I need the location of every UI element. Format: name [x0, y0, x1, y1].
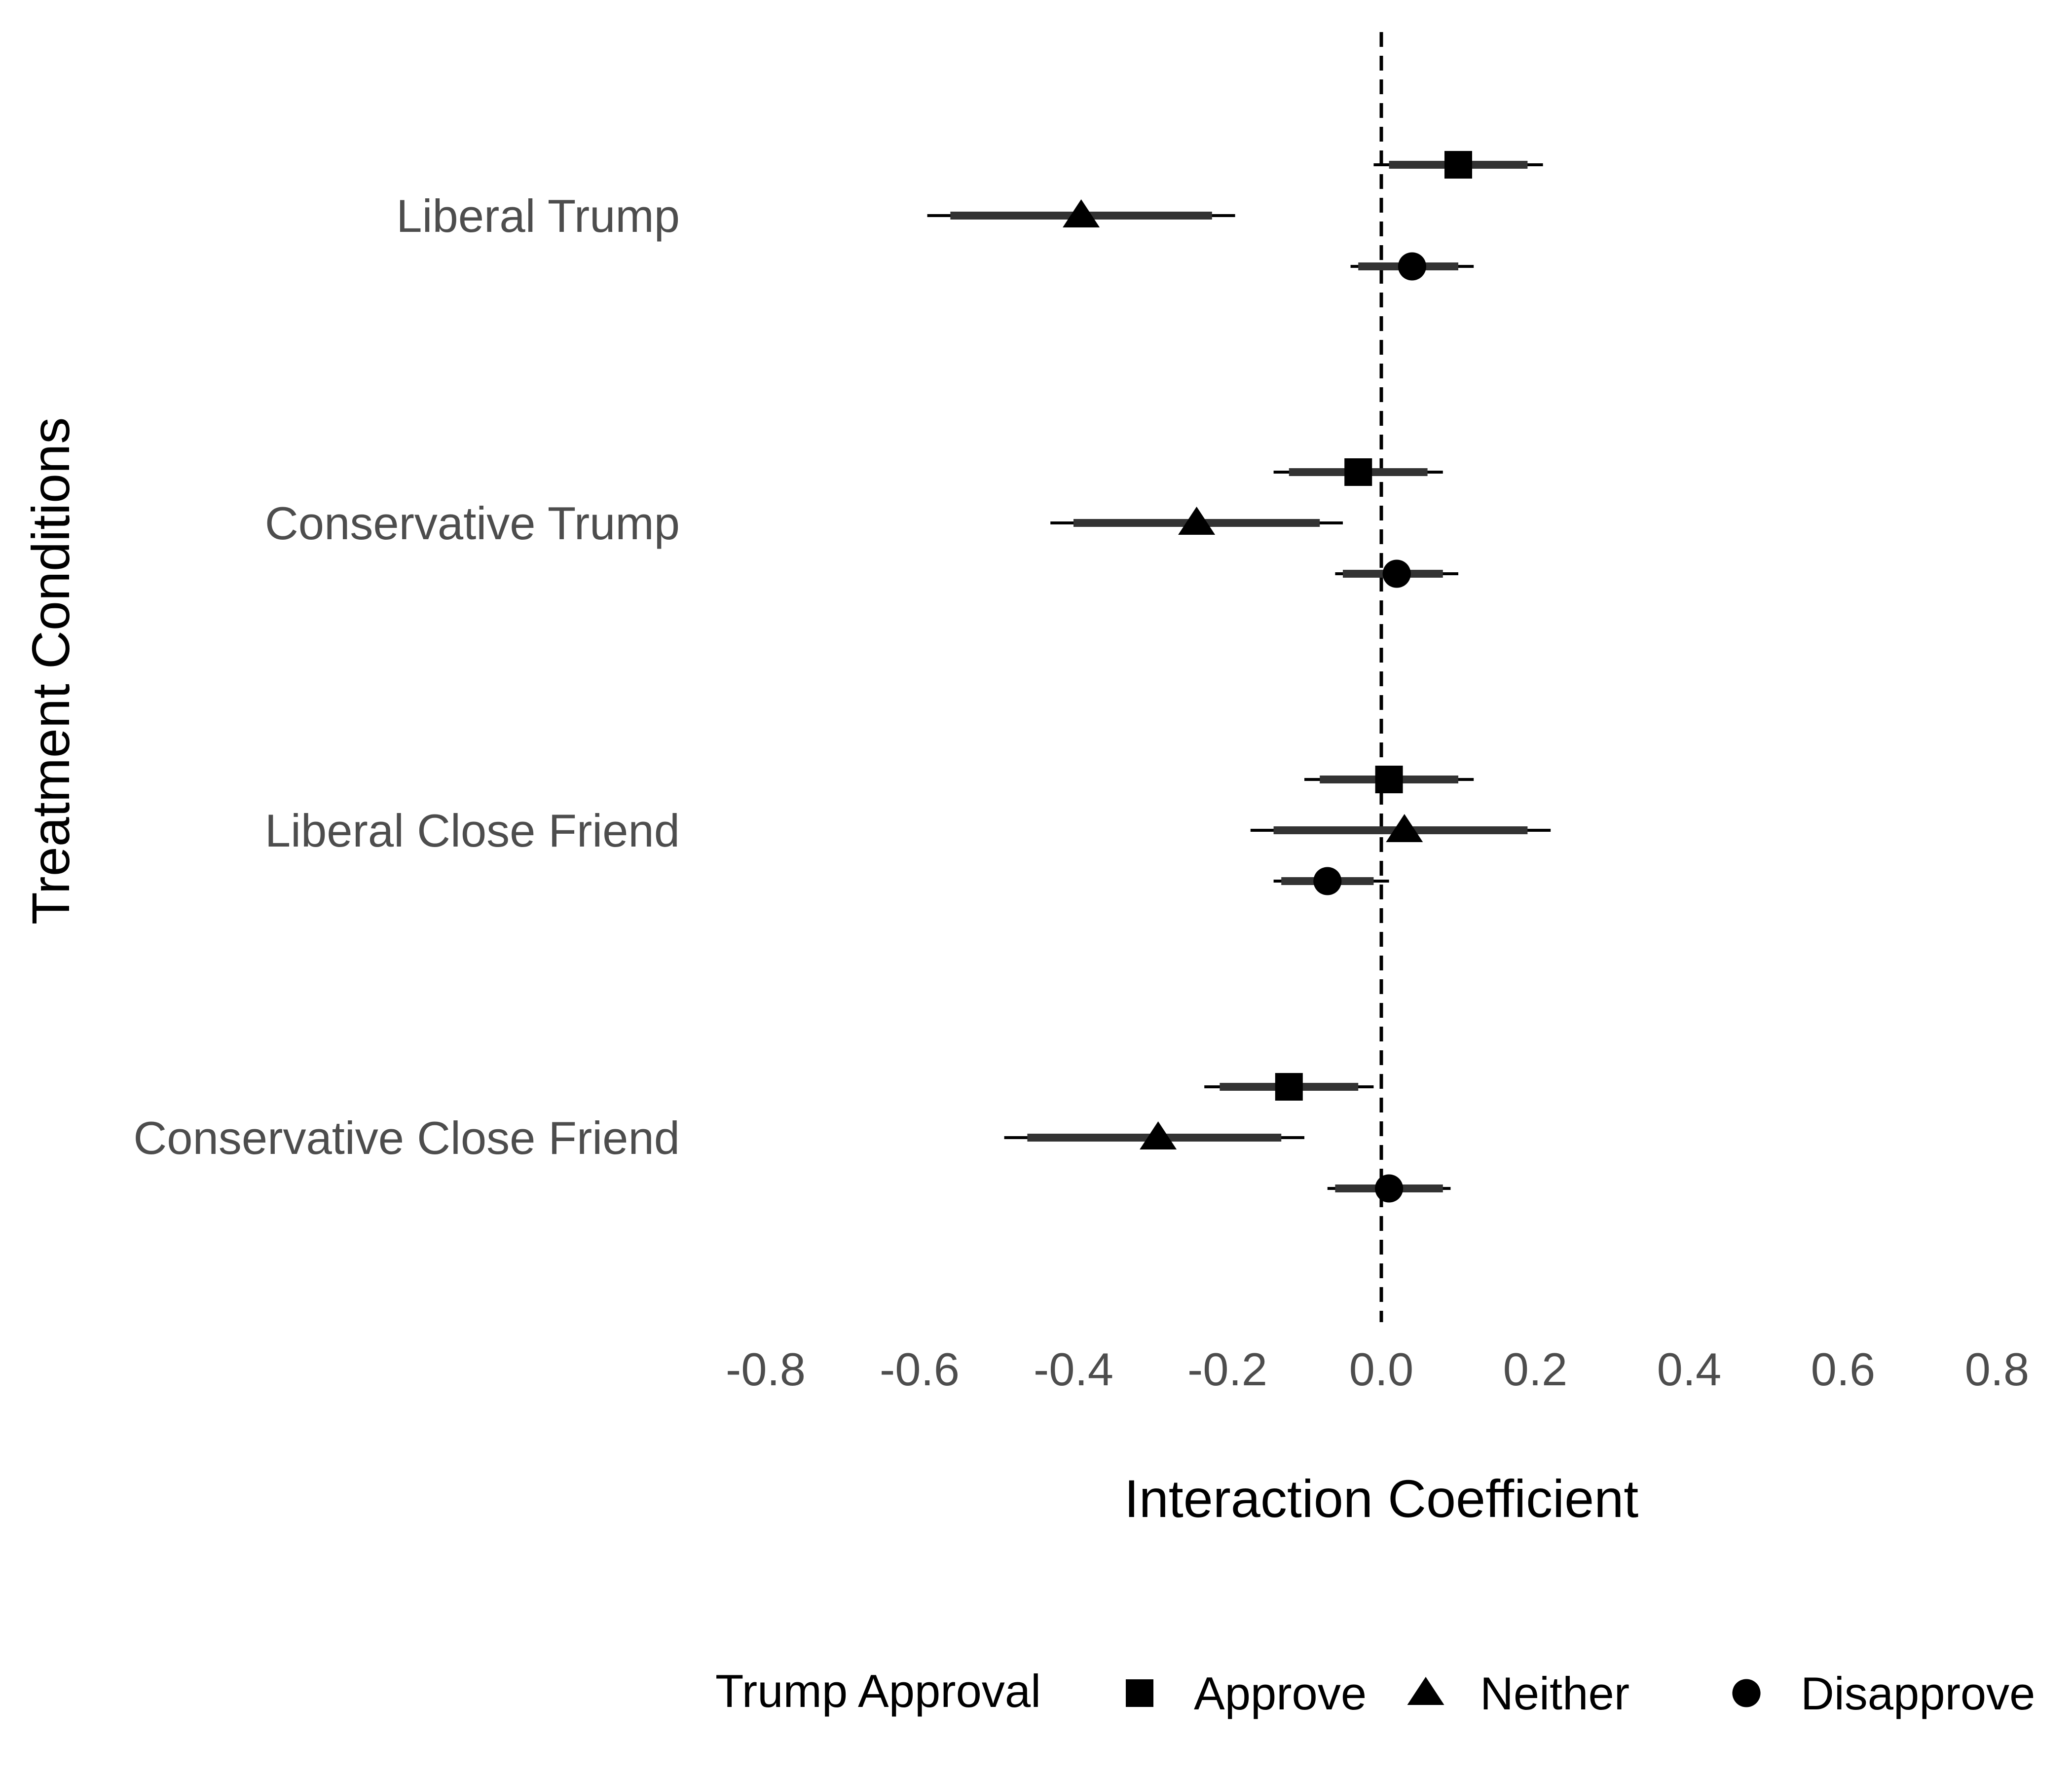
data-marks	[927, 151, 1551, 1203]
x-tick-0-2: -0.2	[1187, 1343, 1267, 1395]
marker-conservative-close-friend-disapprove	[1375, 1174, 1404, 1203]
legend-label-disapprove: Disapprove	[1801, 1667, 2035, 1719]
x-axis-title: Interaction Coefficient	[1124, 1469, 1639, 1528]
x-tick-0-6: 0.6	[1811, 1343, 1876, 1395]
legend-title: Trump Approval	[715, 1665, 1041, 1717]
legend-key-approve	[1126, 1679, 1153, 1707]
legend-entry-disapprove: Disapprove	[1732, 1667, 2035, 1719]
point-group-conservative-trump-disapprove	[1335, 559, 1458, 588]
legend: Trump Approval Approve Neither Disapprove	[715, 1665, 2035, 1719]
x-tick-0-4: 0.4	[1657, 1343, 1722, 1395]
marker-liberal-trump-neither	[1063, 199, 1100, 227]
marker-conservative-trump-neither	[1178, 507, 1216, 535]
point-group-conservative-close-friend-neither	[1004, 1121, 1304, 1149]
y-tick-conservative-close-friend: Conservative Close Friend	[133, 1112, 680, 1164]
x-tick-0-2: 0.2	[1503, 1343, 1568, 1395]
point-group-liberal-close-friend-disapprove	[1273, 867, 1389, 895]
x-tick-0-8: -0.8	[726, 1343, 806, 1395]
y-axis-title: Treatment Conditions	[21, 417, 80, 925]
point-group-conservative-close-friend-approve	[1204, 1073, 1374, 1101]
legend-entry-neither: Neither	[1407, 1667, 1629, 1719]
x-tick-0-8: 0.8	[1965, 1343, 2030, 1395]
point-group-liberal-trump-approve	[1373, 151, 1543, 179]
point-group-conservative-trump-neither	[1050, 507, 1343, 535]
y-tick-labels: Liberal Trump Conservative Trump Liberal C…	[133, 190, 680, 1164]
marker-conservative-trump-approve	[1344, 458, 1372, 486]
point-group-liberal-close-friend-approve	[1304, 766, 1474, 793]
marker-conservative-trump-disapprove	[1382, 559, 1411, 588]
x-tick-0-6: -0.6	[880, 1343, 960, 1395]
point-group-liberal-close-friend-neither	[1250, 814, 1551, 842]
point-group-liberal-trump-neither	[927, 199, 1235, 227]
x-tick-0-0: 0.0	[1349, 1343, 1414, 1395]
legend-key-disapprove	[1732, 1679, 1761, 1707]
marker-liberal-trump-disapprove	[1398, 252, 1426, 281]
legend-label-neither: Neither	[1480, 1667, 1629, 1719]
point-group-conservative-trump-approve	[1273, 458, 1443, 486]
legend-label-approve: Approve	[1194, 1667, 1367, 1719]
marker-liberal-close-friend-neither	[1386, 814, 1423, 842]
x-tick-labels: -0.8 -0.6 -0.4 -0.2 0.0 0.2 0.4 0.6 0.8	[726, 1343, 2029, 1395]
marker-liberal-trump-approve	[1444, 151, 1472, 179]
marker-liberal-close-friend-disapprove	[1313, 867, 1342, 895]
marker-conservative-close-friend-approve	[1275, 1073, 1303, 1101]
point-group-liberal-trump-disapprove	[1350, 252, 1474, 281]
y-tick-liberal-close-friend: Liberal Close Friend	[265, 805, 680, 856]
y-tick-conservative-trump: Conservative Trump	[265, 497, 680, 549]
point-group-conservative-close-friend-disapprove	[1327, 1174, 1451, 1203]
y-tick-liberal-trump: Liberal Trump	[396, 190, 680, 242]
marker-conservative-close-friend-neither	[1140, 1121, 1177, 1149]
legend-key-neither	[1407, 1677, 1444, 1705]
legend-entries: Approve Neither Disapprove	[1126, 1667, 2035, 1719]
marker-liberal-close-friend-approve	[1375, 766, 1403, 793]
legend-entry-approve: Approve	[1126, 1667, 1367, 1719]
x-tick-0-4: -0.4	[1034, 1343, 1113, 1395]
